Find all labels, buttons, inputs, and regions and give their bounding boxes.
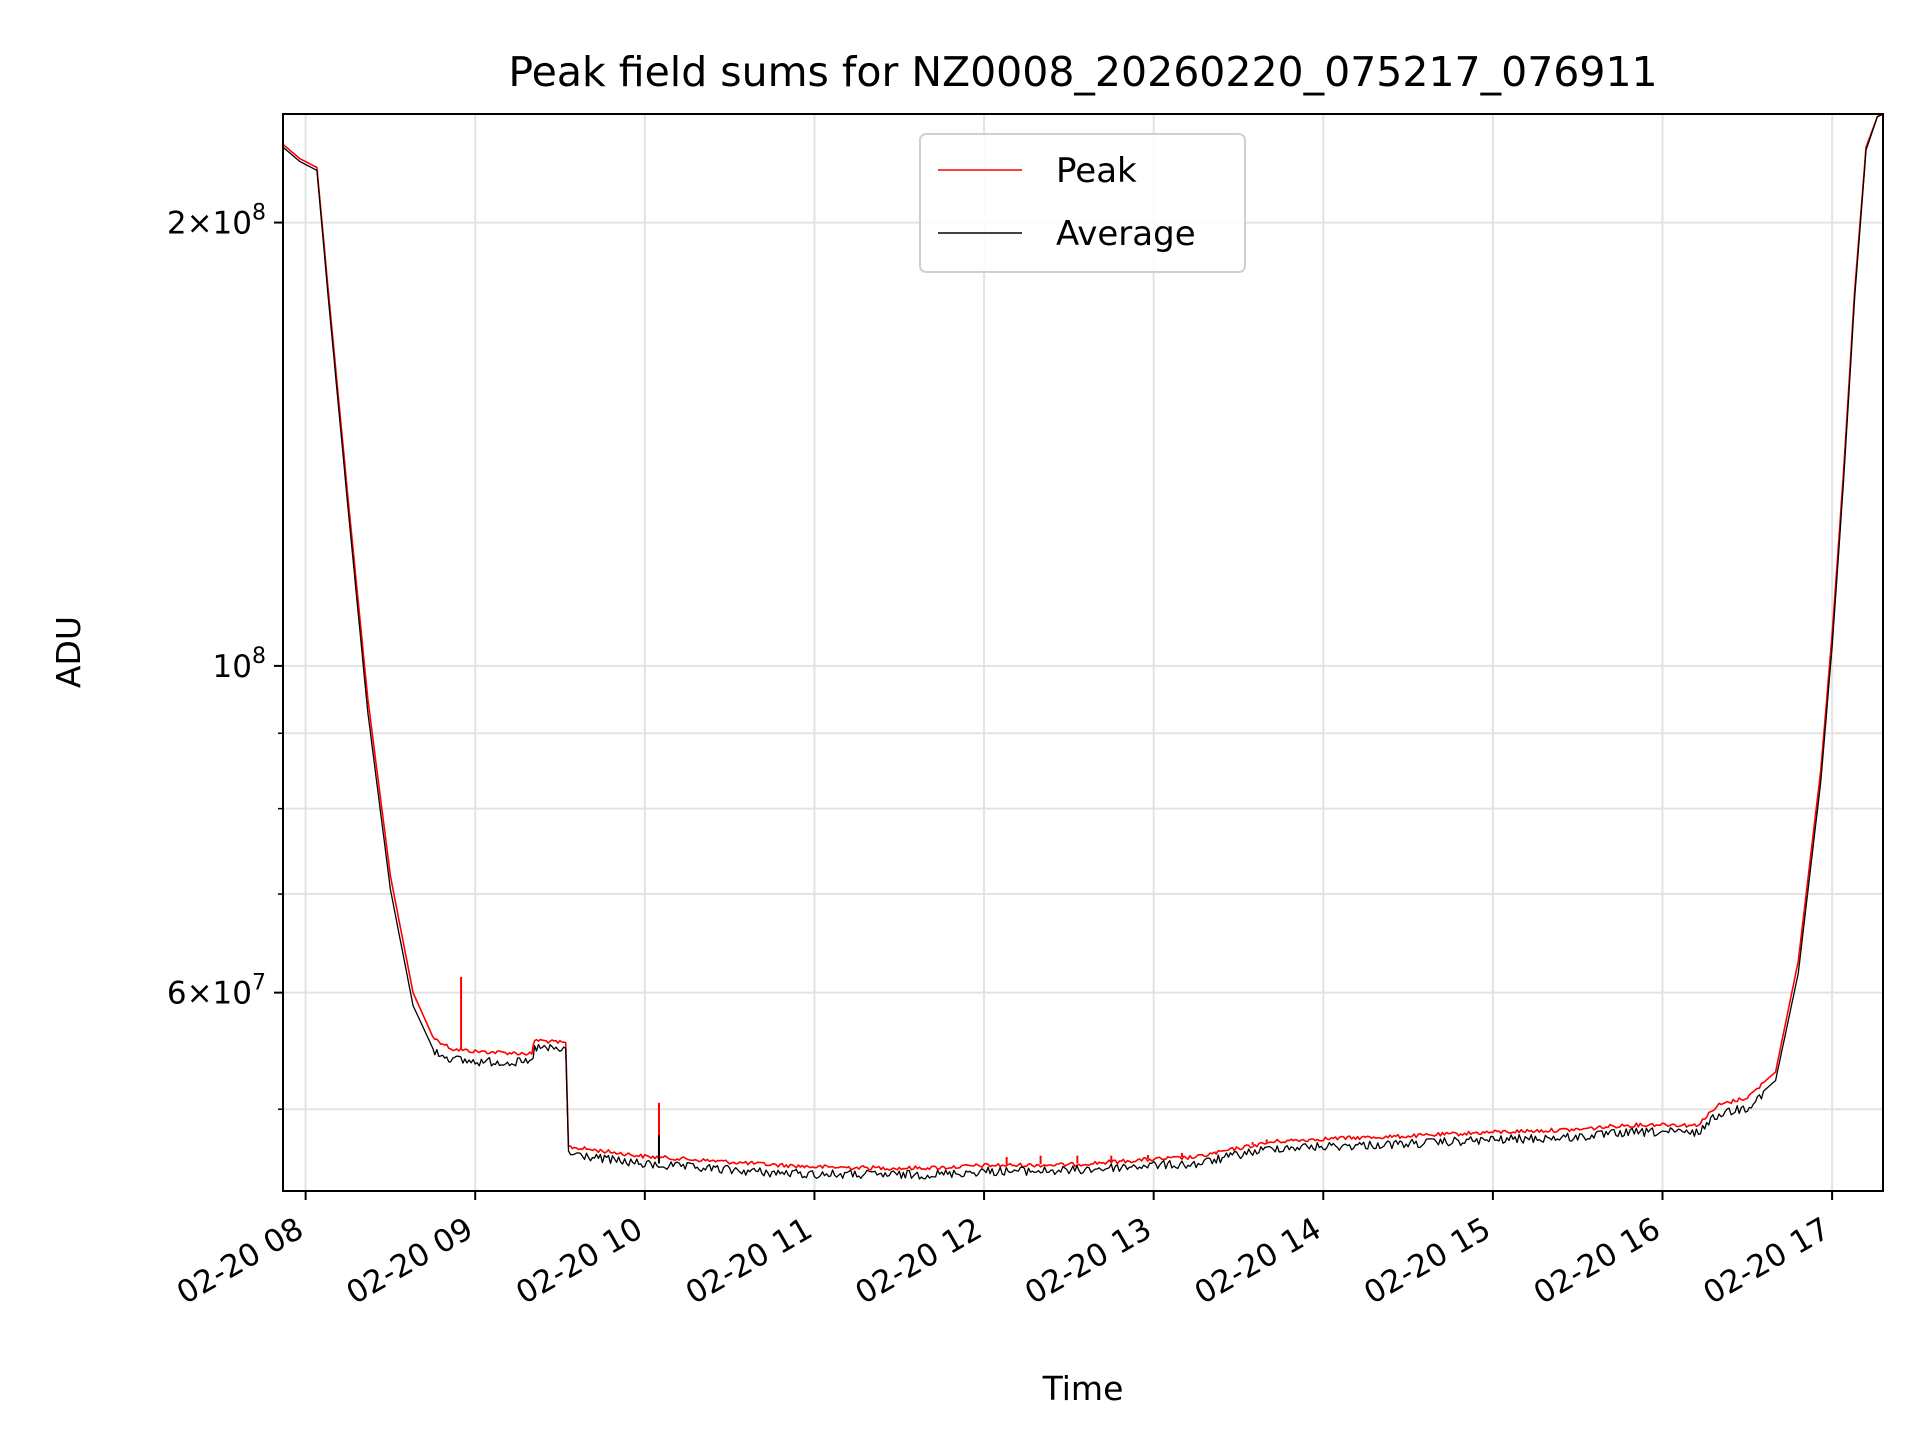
y-axis: 2×108 108 6×107	[167, 201, 283, 1110]
series-line-peak	[283, 114, 1883, 1171]
legend-label-average: Average	[1056, 214, 1196, 254]
grid-lines	[283, 114, 1883, 1191]
plot-frame	[282, 113, 1884, 1192]
legend: Peak Average	[919, 133, 1246, 273]
x-tick-label: 02-20 11	[680, 1211, 819, 1312]
legend-label-peak: Peak	[1056, 151, 1137, 191]
x-axis-label: Time	[1042, 1369, 1124, 1408]
series-line-average	[283, 114, 1883, 1180]
series-layer	[283, 114, 1883, 1180]
x-tick-label: 02-20 15	[1358, 1211, 1497, 1312]
x-tick-label: 02-20 13	[1019, 1211, 1158, 1312]
y-axis-label: ADU	[49, 616, 88, 688]
x-tick-label: 02-20 17	[1697, 1211, 1836, 1312]
x-tick-label: 02-20 10	[510, 1211, 649, 1312]
x-tick-label: 02-20 14	[1189, 1211, 1328, 1312]
chart-title: Peak field sums for NZ0008_20260220_0752…	[508, 48, 1657, 96]
y-tick-label: 108	[213, 644, 266, 685]
y-tick-label: 6×107	[167, 971, 266, 1012]
x-tick-label: 02-20 12	[849, 1211, 988, 1312]
x-tick-label: 02-20 08	[171, 1211, 310, 1312]
x-axis: 02-20 08 02-20 09 02-20 10 02-20 11 02-20 12…	[171, 1191, 1836, 1312]
x-tick-label: 02-20 16	[1528, 1211, 1667, 1312]
legend-box	[919, 133, 1246, 273]
x-tick-label: 02-20 09	[341, 1211, 480, 1312]
y-tick-label: 2×108	[167, 201, 266, 242]
